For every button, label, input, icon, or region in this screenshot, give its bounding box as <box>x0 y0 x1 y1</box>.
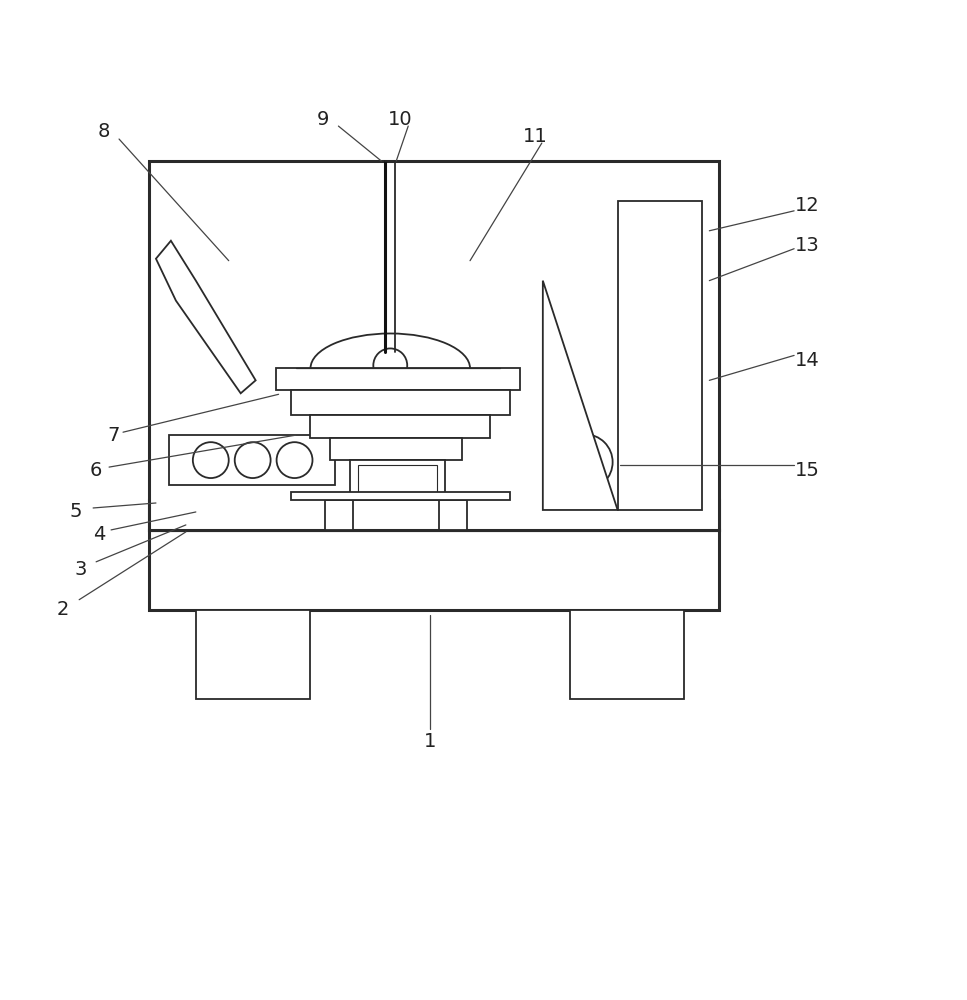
Text: 13: 13 <box>795 236 819 255</box>
Bar <box>290 390 510 415</box>
Bar <box>149 530 719 610</box>
Bar <box>439 500 467 530</box>
Text: 1: 1 <box>424 732 436 751</box>
Text: 2: 2 <box>57 600 70 619</box>
Bar <box>149 500 719 530</box>
Bar <box>149 161 719 530</box>
Bar <box>290 492 510 500</box>
Polygon shape <box>196 610 310 699</box>
Text: 7: 7 <box>107 426 119 445</box>
Bar <box>169 435 336 485</box>
Text: 14: 14 <box>795 351 819 370</box>
Bar <box>618 201 702 510</box>
Polygon shape <box>570 610 685 699</box>
Bar <box>359 465 437 495</box>
Polygon shape <box>542 281 618 510</box>
Bar <box>331 438 462 460</box>
Text: 12: 12 <box>795 196 819 215</box>
Text: 8: 8 <box>98 122 110 141</box>
Text: 10: 10 <box>388 110 413 129</box>
Text: 5: 5 <box>70 502 82 521</box>
Bar <box>326 500 353 530</box>
Polygon shape <box>156 241 255 393</box>
Bar <box>310 415 490 438</box>
Text: 9: 9 <box>316 110 329 129</box>
Text: 4: 4 <box>93 525 105 544</box>
Text: 11: 11 <box>522 127 547 146</box>
Text: 3: 3 <box>75 560 87 579</box>
Bar <box>276 368 520 390</box>
Text: 6: 6 <box>90 461 103 480</box>
Text: 15: 15 <box>795 461 819 480</box>
Bar <box>350 460 445 500</box>
